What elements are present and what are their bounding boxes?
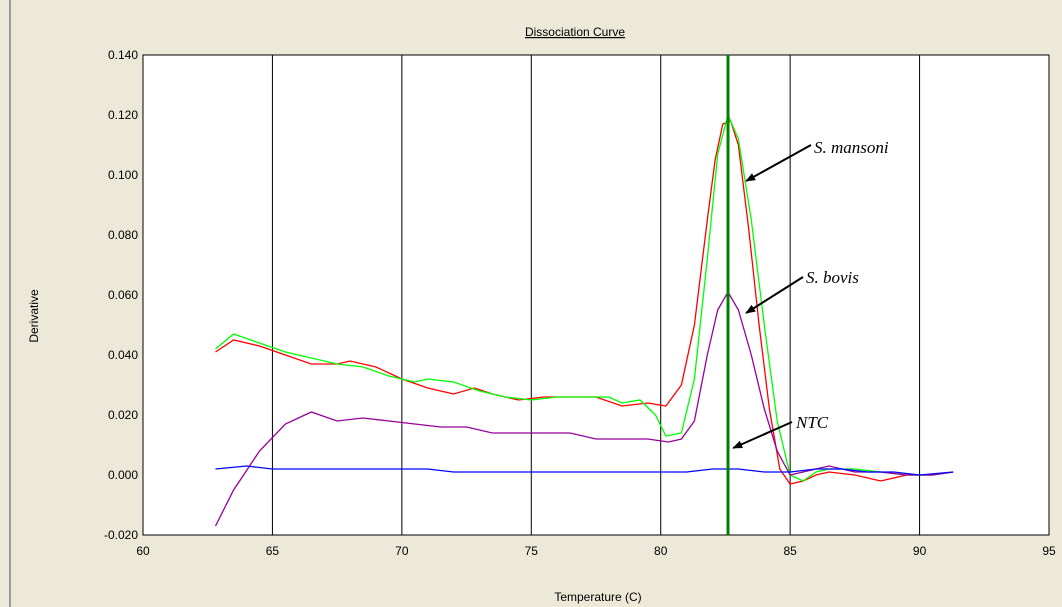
- series-line-3: [215, 465, 954, 476]
- annotation-arrow: [745, 276, 804, 314]
- x-tick-label: 65: [266, 544, 280, 558]
- y-tick-labels: -0.020 0.000 0.020 0.040 0.060 0.080 0.100 0.12…: [104, 48, 138, 542]
- x-tick-labels: 60 65 70 75 80 85 90 95: [136, 544, 1056, 558]
- y-tick-label: 0.040: [108, 348, 138, 362]
- y-tick-label: 0.080: [108, 228, 138, 242]
- annotations: S. mansoni S. bovis NTC: [732, 138, 889, 449]
- y-tick-label: -0.020: [104, 528, 138, 542]
- x-tick-label: 85: [783, 544, 797, 558]
- grid-lines: [271, 55, 921, 535]
- plot-area: [142, 54, 1050, 536]
- y-tick-label: 0.100: [108, 168, 138, 182]
- series-group: [214, 113, 954, 527]
- annotation-arrow: [745, 144, 812, 182]
- x-tick-label: 75: [525, 544, 539, 558]
- x-axis-label: Temperature (C): [554, 590, 641, 604]
- y-tick-label: 0.140: [108, 48, 138, 62]
- annotation-label: S. bovis: [806, 268, 859, 287]
- y-tick-label: 0.020: [108, 408, 138, 422]
- x-tick-label: 70: [395, 544, 409, 558]
- series-line-0: [215, 120, 954, 485]
- x-tick-label: 95: [1042, 544, 1056, 558]
- y-axis-label: Derivative: [27, 289, 41, 343]
- y-tick-label: 0.120: [108, 108, 138, 122]
- annotation-label: S. mansoni: [814, 138, 889, 157]
- window-left-border: [9, 0, 11, 607]
- series-line-1: [215, 113, 954, 482]
- chart-title: Dissociation Curve: [525, 25, 625, 39]
- y-tick-label: 0.000: [108, 468, 138, 482]
- y-tick-label: 0.060: [108, 288, 138, 302]
- annotation-arrow: [732, 421, 793, 449]
- x-tick-label: 90: [913, 544, 927, 558]
- x-tick-label: 60: [136, 544, 150, 558]
- annotation-label: NTC: [795, 413, 829, 432]
- x-tick-label: 80: [654, 544, 668, 558]
